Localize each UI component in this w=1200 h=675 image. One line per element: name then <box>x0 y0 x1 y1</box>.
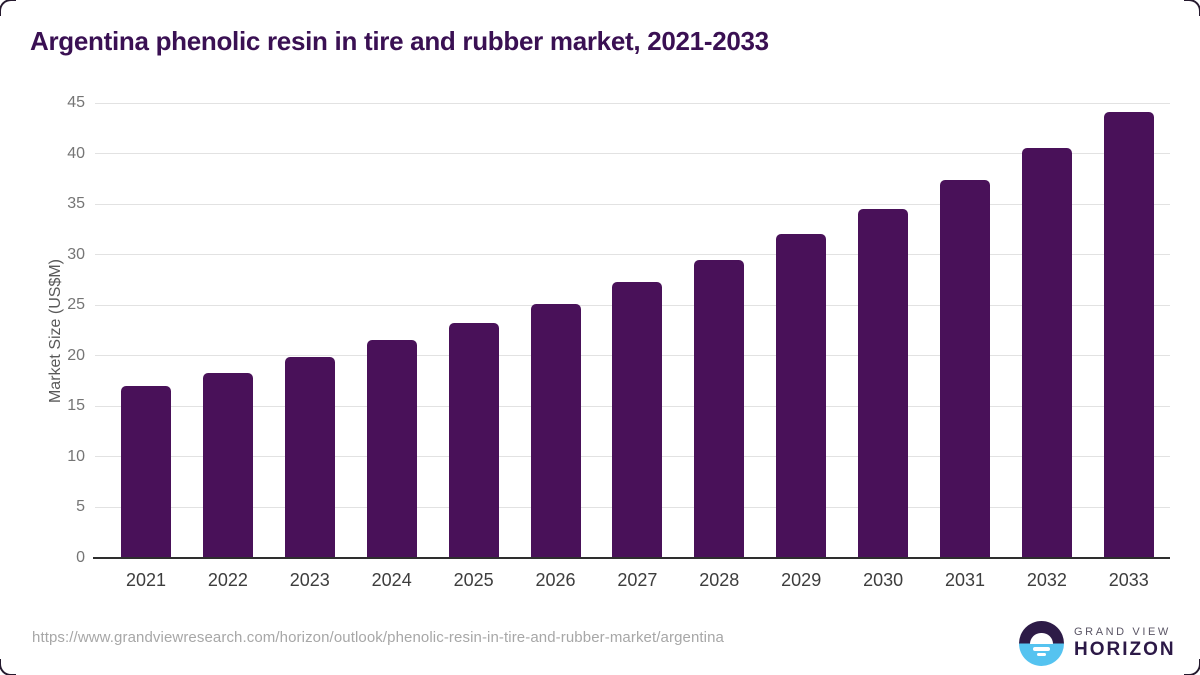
grand-view-horizon-logo: GRAND VIEW HORIZON <box>1019 621 1176 666</box>
page-title: Argentina phenolic resin in tire and rub… <box>30 26 769 56</box>
frame-corner <box>1184 0 1200 16</box>
bar-2024[interactable] <box>366 339 417 558</box>
y-tick-label-20: 20 <box>67 346 85 364</box>
frame-corner <box>0 659 16 675</box>
x-tick-label-2029: 2029 <box>781 570 822 590</box>
y-tick-label-10: 10 <box>67 447 85 465</box>
x-tick-label-2022: 2022 <box>207 570 248 590</box>
bar-2026[interactable] <box>530 304 581 558</box>
sun-reflection-bar <box>1033 647 1050 651</box>
y-tick-label-5: 5 <box>76 498 85 516</box>
sun-icon <box>1030 632 1053 644</box>
bar-2023[interactable] <box>284 356 335 558</box>
gridline-45 <box>95 102 1170 104</box>
x-tick-label-2030: 2030 <box>863 570 904 590</box>
logo-text: GRAND VIEW HORIZON <box>1074 626 1176 661</box>
plot-area: 0 5 10 15 20 25 30 35 40 45 2021 2022 2023 2024 2025 2… <box>67 94 1170 590</box>
source-url: https://www.grandviewresearch.com/horizo… <box>32 629 724 646</box>
bar-2022[interactable] <box>202 372 253 558</box>
y-tick-label-0: 0 <box>76 549 85 566</box>
gridline-35 <box>95 203 1170 205</box>
bar-2033[interactable] <box>1103 112 1154 558</box>
bar-2030[interactable] <box>858 209 909 558</box>
bar-2032[interactable] <box>1021 147 1072 558</box>
bar-2028[interactable] <box>694 259 745 558</box>
horizon-logo-icon <box>1019 621 1064 666</box>
x-tick-label-2025: 2025 <box>453 570 494 590</box>
bar-2031[interactable] <box>940 179 990 558</box>
y-tick-label-30: 30 <box>67 245 85 263</box>
gridline-30 <box>95 254 1170 256</box>
frame-corner <box>1184 659 1200 675</box>
logo-brand-name: GRAND VIEW <box>1074 625 1171 638</box>
x-tick-label-2024: 2024 <box>371 570 412 590</box>
x-tick-label-2027: 2027 <box>617 570 658 590</box>
x-tick-label-2032: 2032 <box>1026 570 1067 590</box>
y-tick-label-15: 15 <box>67 397 85 415</box>
gridline-40 <box>95 153 1170 155</box>
x-tick-label-2021: 2021 <box>125 570 167 590</box>
y-axis-title: Market Size (US$M) <box>47 258 64 404</box>
x-tick-label-2031: 2031 <box>944 570 986 590</box>
logo-product-name: HORIZON <box>1074 639 1176 661</box>
bar-2027[interactable] <box>612 281 663 558</box>
bar-2025[interactable] <box>448 323 499 558</box>
x-tick-label-2026: 2026 <box>535 570 576 590</box>
y-tick-label-40: 40 <box>67 144 85 162</box>
bar-2021[interactable] <box>121 386 171 558</box>
sun-reflection-bar <box>1037 653 1046 657</box>
bar-2029[interactable] <box>776 234 827 558</box>
frame-corner <box>0 0 16 16</box>
y-tick-label-45: 45 <box>67 94 85 111</box>
x-axis-line <box>93 557 1170 559</box>
y-tick-label-25: 25 <box>67 296 85 314</box>
y-tick-label-35: 35 <box>67 195 85 213</box>
x-tick-label-2033: 2033 <box>1108 570 1149 590</box>
x-tick-label-2023: 2023 <box>289 570 330 590</box>
x-tick-label-2028: 2028 <box>699 570 740 590</box>
